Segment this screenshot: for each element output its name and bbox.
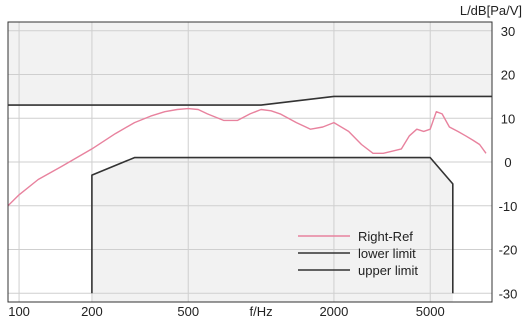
upper-limit-line [8, 95, 492, 106]
x-axis-unit-label: f/Hz [250, 304, 273, 319]
y-tick-label: -30 [499, 286, 518, 301]
legend-label: lower limit [358, 246, 416, 261]
lower-band-fill [91, 157, 453, 302]
y-axis-unit-label: L/dB[Pa/V] [460, 3, 522, 18]
y-tick-label: 30 [501, 24, 515, 39]
x-tick-label: 5000 [416, 304, 445, 319]
tolerance-bands [8, 22, 492, 302]
right-ref-line [7, 107, 487, 207]
plot-frame [7, 21, 493, 303]
y-tick-label: 0 [504, 155, 511, 170]
series-lines [7, 95, 492, 294]
legend-label: Right-Ref [358, 229, 413, 244]
legend: Right-Ref lower limit upper limit [298, 229, 418, 278]
y-axis-tick-labels: 30 20 10 0 -10 -20 -30 [499, 24, 518, 302]
x-axis-tick-labels: 100 200 500 2000 5000 [8, 304, 444, 319]
legend-label: upper limit [358, 263, 418, 278]
y-tick-label: -10 [499, 199, 518, 214]
x-tick-label: 2000 [319, 304, 348, 319]
upper-band-fill [8, 22, 492, 106]
x-tick-label: 100 [8, 304, 30, 319]
x-tick-label: 200 [81, 304, 103, 319]
y-tick-label: -20 [499, 243, 518, 258]
x-tick-label: 500 [177, 304, 199, 319]
y-tick-label: 20 [501, 68, 515, 83]
lower-limit-line [91, 156, 454, 294]
y-tick-label: 10 [501, 111, 515, 126]
